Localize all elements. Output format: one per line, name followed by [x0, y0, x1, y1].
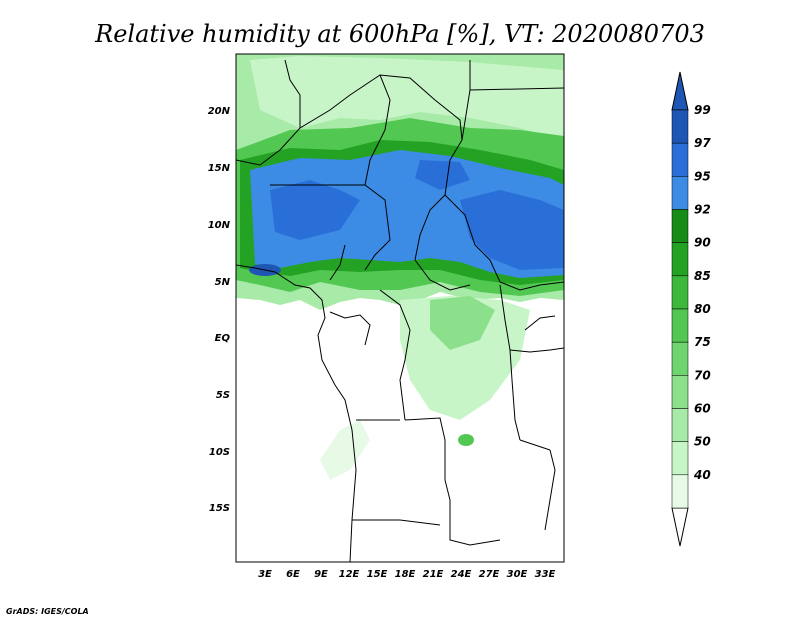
lon-label: 15E [367, 569, 388, 580]
colorbar-label: 92 [694, 203, 711, 217]
colorbar-swatch [671, 375, 689, 409]
colorbar-swatch [671, 142, 689, 177]
colorbar-top-arrow [671, 71, 689, 111]
lat-label: 10S [209, 447, 230, 458]
colorbar-swatch [671, 408, 689, 442]
colorbar-swatch [671, 109, 689, 144]
lon-label: 27E [479, 569, 500, 580]
latitude-axis: 20N 15N 10N 5N EQ 5S 10S 15S [208, 106, 231, 514]
humidity-field [236, 54, 564, 480]
colorbar-label: 97 [694, 136, 711, 150]
lon-label: 12E [339, 569, 360, 580]
lon-label: 18E [395, 569, 416, 580]
colorbar-bottom-arrow [671, 507, 689, 547]
colorbar-label: 90 [694, 236, 711, 250]
colorbar-swatch [671, 275, 689, 310]
lon-label: 6E [286, 569, 300, 580]
map-frame [235, 53, 565, 563]
colorbar-swatch [671, 474, 689, 509]
colorbar-label: 99 [694, 103, 711, 117]
colorbar-label: 80 [694, 302, 711, 316]
colorbar-swatch [671, 242, 689, 277]
colorbar-swatch [671, 308, 689, 343]
lat-label: 5N [215, 277, 231, 288]
rh-patch-south [458, 434, 474, 446]
lon-label: 21E [423, 569, 444, 580]
colorbar-label: 95 [694, 169, 711, 183]
colorbar-swatch [671, 209, 689, 243]
colorbar-label: 40 [693, 468, 711, 482]
colorbar-swatch [671, 341, 689, 376]
lat-label: 15N [208, 163, 231, 174]
rh-zone-97-central [415, 160, 470, 190]
rh-zone-97-east [460, 190, 564, 270]
rh-zone-70-south [430, 296, 495, 350]
lon-label: 33E [535, 569, 556, 580]
colorbar-label: 60 [694, 402, 711, 416]
lat-label: 5S [216, 390, 230, 401]
colorbar-swatch [671, 441, 689, 476]
map-panel [235, 53, 565, 563]
colorbar-swatch [671, 176, 689, 210]
rh-zone-40-southwest [320, 420, 370, 480]
colorbar-label: 75 [694, 335, 711, 349]
lat-label: 15S [209, 503, 230, 514]
lon-label: 3E [258, 569, 272, 580]
lat-label: EQ [215, 333, 231, 344]
grads-credit: GrADS: IGES/COLA [6, 607, 89, 616]
lon-label: 24E [451, 569, 472, 580]
figure-title: Relative humidity at 600hPa [%], VT: 202… [94, 20, 705, 48]
colorbar-label: 85 [694, 269, 711, 283]
rh-zone-50 [250, 56, 564, 140]
longitude-axis: 3E 6E 9E 12E 15E 18E 21E 24E 27E 30E 33E [258, 569, 555, 580]
colorbar-label: 50 [694, 435, 711, 449]
colorbar: 99 97 95 92 90 85 80 75 70 60 50 40 [671, 71, 711, 547]
lat-label: 10N [208, 220, 231, 231]
country-borders [236, 59, 564, 562]
colorbar-label: 70 [694, 368, 711, 382]
lon-label: 9E [314, 569, 328, 580]
lat-label: 20N [208, 106, 231, 117]
lon-label: 30E [507, 569, 528, 580]
rh-zone-97-west [270, 180, 360, 240]
